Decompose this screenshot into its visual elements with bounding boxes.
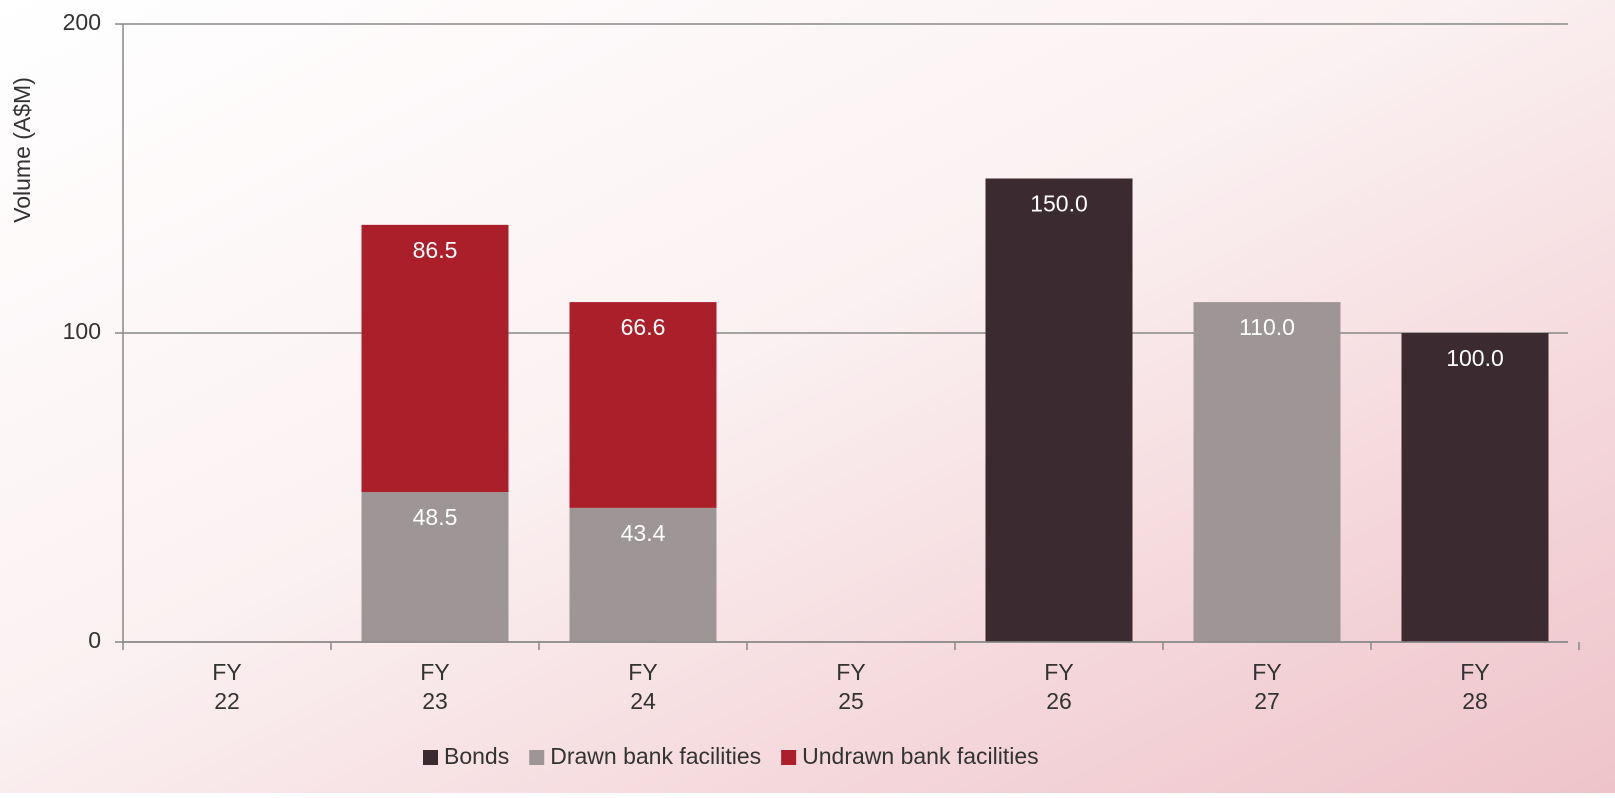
legend-label: Undrawn bank facilities [802, 743, 1039, 769]
data-label: 150.0 [1030, 191, 1088, 217]
data-label: 48.5 [413, 504, 458, 530]
y-tick-label: 0 [88, 627, 101, 653]
x-tick-label: FY [1460, 659, 1489, 685]
x-tick-label: 28 [1462, 688, 1488, 714]
bar-segment [361, 224, 509, 493]
legend-swatch [781, 750, 797, 765]
x-tick-label: FY [1252, 659, 1281, 685]
legend-label: Drawn bank facilities [550, 743, 761, 769]
x-tick-label: FY [420, 659, 449, 685]
bar-segment [1193, 302, 1341, 642]
data-label: 86.5 [413, 237, 458, 263]
bar-segment [569, 507, 717, 642]
bar-segment [569, 302, 717, 508]
data-label: 110.0 [1239, 314, 1295, 340]
bar-segment [361, 492, 509, 642]
bar-segment [985, 178, 1133, 642]
y-tick-label: 100 [63, 318, 101, 344]
x-tick-label: 23 [422, 688, 448, 714]
x-tick-label: FY [628, 659, 657, 685]
legend-swatch [423, 750, 438, 765]
x-tick-label: 22 [214, 688, 240, 714]
data-label: 66.6 [621, 314, 666, 340]
bar-segment [1401, 333, 1549, 642]
x-tick-label: 24 [630, 688, 656, 714]
data-label: 100.0 [1446, 345, 1504, 371]
y-tick-label: 200 [63, 9, 101, 35]
x-tick-label: FY [1044, 659, 1073, 685]
x-tick-label: FY [836, 659, 865, 685]
x-tick-label: 25 [838, 688, 864, 714]
x-tick-label: 26 [1046, 688, 1072, 714]
legend-label: Bonds [444, 743, 509, 769]
legend-swatch [529, 750, 545, 765]
data-label: 43.4 [621, 520, 666, 546]
x-tick-label: FY [212, 659, 241, 685]
y-axis-title: Volume (A$M) [9, 77, 35, 223]
x-tick-label: 27 [1254, 688, 1280, 714]
